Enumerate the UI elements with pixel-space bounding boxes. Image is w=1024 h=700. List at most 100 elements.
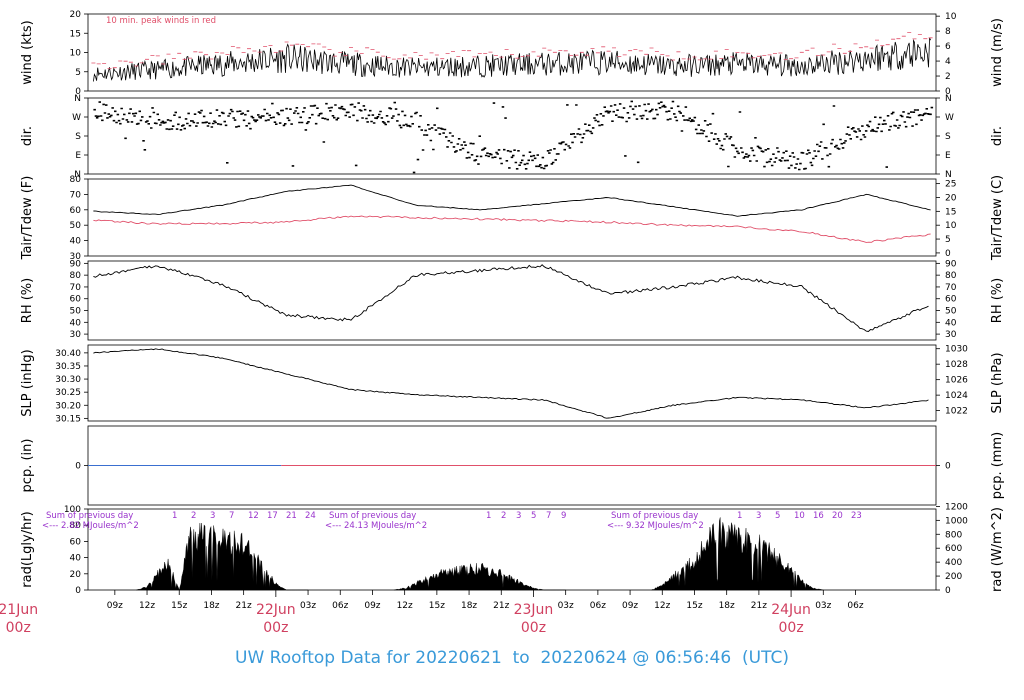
- x-tick-label: 12z: [139, 601, 155, 611]
- y-axis-label-right: wind (m/s): [990, 18, 1005, 87]
- y-tick-label: 60: [70, 206, 82, 216]
- y-tick-label: 50: [945, 307, 957, 317]
- y-tick-label-right: 15: [945, 207, 956, 217]
- y-tick-label: 30: [945, 330, 957, 340]
- y-tick-label-right: 20: [945, 193, 957, 203]
- y-tick-label-right: 4: [945, 57, 951, 67]
- sea-level-pressure-line: [93, 348, 929, 419]
- x-tick-label: 15z: [429, 601, 445, 611]
- x-tick-label: 12z: [397, 601, 413, 611]
- y-tick-label: 40: [70, 318, 82, 328]
- x-date-time-label: 00z: [6, 620, 31, 636]
- solar-radiation-area: [136, 523, 309, 591]
- y-tick-label-right: 400: [945, 558, 962, 568]
- radiation-hour-mark: 1: [737, 511, 742, 521]
- radiation-hour-mark: 1: [172, 511, 177, 521]
- radiation-hour-mark: 2: [501, 511, 506, 521]
- y-axis-label: pcp. (in): [20, 439, 35, 493]
- y-tick-label-right: 0: [945, 87, 951, 97]
- y-tick-label-right: N: [945, 94, 952, 104]
- footer-timezone: (UTC): [742, 648, 789, 668]
- y-tick-label-right: 1200: [945, 502, 968, 512]
- y-axis-label-right: pcp. (mm): [990, 432, 1005, 499]
- y-tick-label: 90: [70, 259, 82, 269]
- footer-start-date: 20220621: [415, 648, 502, 668]
- y-tick-label: 60: [945, 295, 957, 305]
- x-date-label: 23Jun: [514, 602, 554, 618]
- y-axis-label: rad(Lgly/hr): [20, 511, 35, 587]
- y-tick-label-right: 600: [945, 544, 962, 554]
- y-tick-label-right: 1028: [945, 360, 968, 370]
- y-tick-label: 30: [70, 330, 82, 340]
- radiation-hour-mark: 5: [775, 511, 780, 521]
- radiation-hour-mark: 24: [305, 511, 316, 521]
- x-tick-label: 06z: [590, 601, 606, 611]
- y-tick-label: 30.15: [55, 414, 81, 424]
- y-tick-label: 100: [64, 505, 81, 515]
- radiation-sum-label: Sum of previous day: [46, 511, 133, 521]
- footer-at: @: [632, 648, 650, 668]
- peak-wind-marks: [91, 32, 933, 69]
- radiation-hour-mark: 3: [210, 511, 215, 521]
- y-tick-label: 0: [75, 462, 81, 472]
- y-tick-label: 0: [75, 87, 81, 97]
- y-tick-label: 80: [70, 271, 82, 281]
- x-date-time-label: 00z: [263, 620, 288, 636]
- y-tick-label-right: 5: [945, 235, 951, 245]
- y-tick-label: 30.40: [55, 349, 81, 359]
- wind-speed-line: [93, 37, 931, 82]
- solar-radiation-area: [393, 562, 566, 591]
- y-tick-label-right: 0: [945, 249, 951, 259]
- y-tick-label: 40: [70, 237, 82, 247]
- y-tick-label-right: 8: [945, 27, 951, 37]
- y-tick-label: 0: [75, 586, 81, 596]
- y-tick-label: 30: [70, 252, 82, 262]
- y-tick-label: 60: [70, 295, 82, 305]
- y-axis-label: dir.: [20, 126, 35, 146]
- y-tick-label: 10: [70, 49, 82, 59]
- y-tick-label-right: 10: [945, 221, 957, 231]
- y-tick-label: 30.25: [55, 388, 81, 398]
- x-tick-label: 09z: [364, 601, 380, 611]
- y-tick-label: 60: [70, 537, 82, 547]
- y-axis-label-right: RH (%): [990, 278, 1005, 323]
- x-tick-label: 09z: [622, 601, 638, 611]
- y-tick-label: 70: [945, 283, 957, 293]
- radiation-hour-mark: 9: [561, 511, 566, 521]
- relative-humidity-line: [93, 264, 929, 332]
- y-axis-label: SLP (inHg): [20, 349, 35, 417]
- chart-footer: UW Rooftop Data for 20220621 to 20220624…: [0, 648, 1024, 668]
- radiation-hour-mark: 7: [546, 511, 551, 521]
- y-axis-label: wind (kts): [20, 20, 35, 84]
- y-tick-label-right: 10: [945, 12, 957, 22]
- x-tick-label: 03z: [815, 601, 831, 611]
- y-axis-label: Tair/Tdew (F): [20, 176, 35, 261]
- x-tick-label: 09z: [107, 601, 123, 611]
- y-axis-label-right: SLP (hPa): [990, 352, 1005, 413]
- y-tick-label: 70: [70, 190, 82, 200]
- y-tick-label-right: E: [945, 151, 951, 161]
- y-tick-label-right: 200: [945, 572, 962, 582]
- y-tick-label: 20: [70, 10, 82, 20]
- x-tick-label: 12z: [654, 601, 670, 611]
- y-tick-label: W: [72, 113, 81, 123]
- x-tick-label: 18z: [203, 601, 219, 611]
- y-tick-label: 40: [70, 554, 82, 564]
- radiation-hour-mark: 3: [516, 511, 521, 521]
- x-tick-label: 03z: [300, 601, 316, 611]
- x-date-label: 22Jun: [256, 602, 296, 618]
- x-date-label: 21Jun: [0, 602, 38, 618]
- y-tick-label: 80: [70, 521, 82, 531]
- y-axis-label-right: rad (W/m^2): [990, 507, 1005, 592]
- y-tick-label-right: 2: [945, 72, 951, 82]
- panel-frame: [87, 97, 937, 175]
- radiation-hour-mark: 12: [248, 511, 259, 521]
- y-tick-label: 5: [75, 68, 81, 78]
- radiation-sum-label: Sum of previous day: [329, 511, 416, 521]
- y-tick-label: 15: [70, 29, 81, 39]
- y-tick-label: 80: [70, 175, 82, 185]
- air-temperature-line: [93, 184, 931, 217]
- radiation-sum-label: Sum of previous day: [611, 511, 698, 521]
- y-tick-label-right: 25: [945, 180, 956, 190]
- y-tick-label: 50: [70, 221, 82, 231]
